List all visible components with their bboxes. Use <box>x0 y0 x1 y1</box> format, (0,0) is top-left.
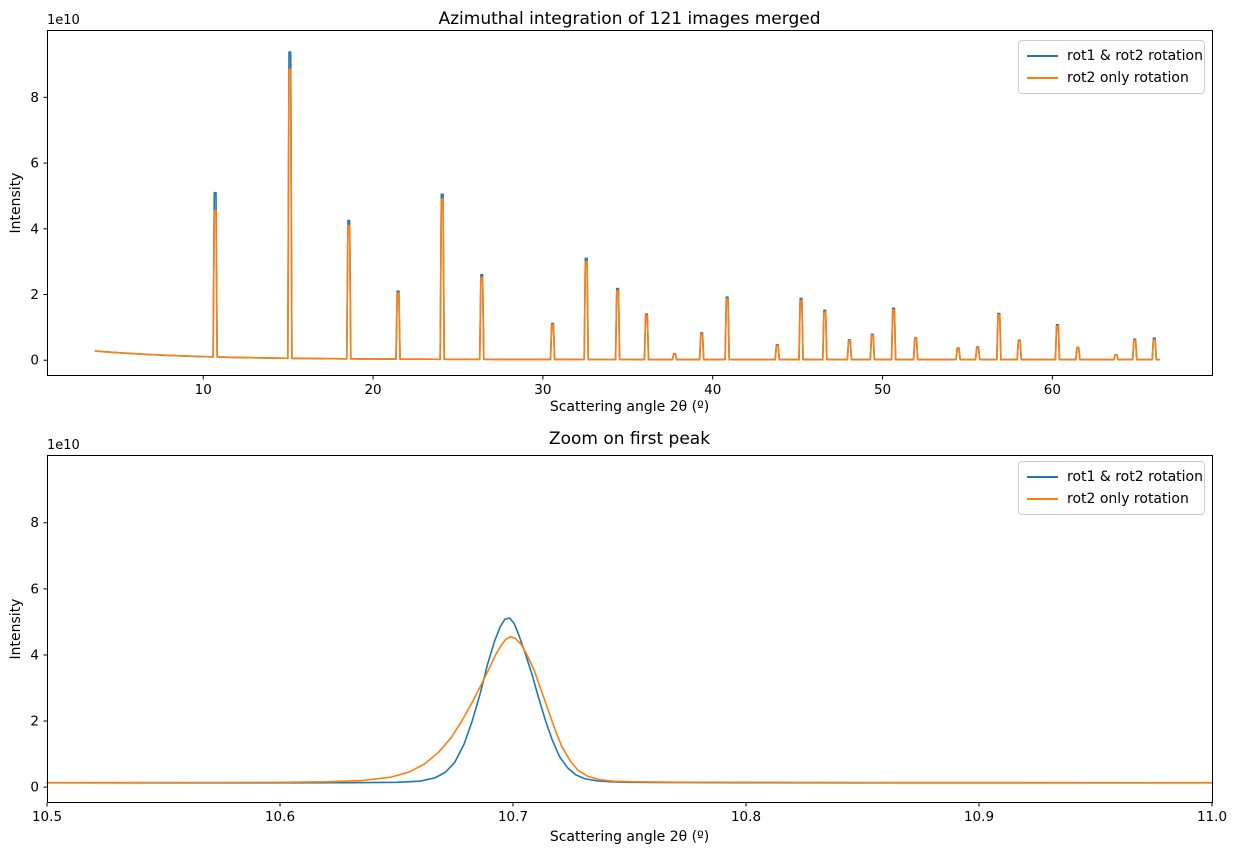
bottom-x-tick-label: 10.9 <box>964 809 994 825</box>
legend-label: rot1 & rot2 rotation <box>1067 48 1203 64</box>
legend-line-sample-orange <box>1027 77 1058 79</box>
top-legend: rot1 & rot2 rotation rot2 only rotation <box>1018 40 1205 94</box>
bottom-y-tick-label: 8 <box>30 515 39 531</box>
top-x-tick-label: 20 <box>364 382 381 398</box>
bottom-x-tick-label: 10.7 <box>498 809 528 825</box>
top-y-offset-text: 1e10 <box>47 13 80 28</box>
bottom-y-tick-label: 6 <box>30 581 39 597</box>
top-series-rot2-only-rotation <box>94 68 1161 361</box>
bottom-chart-title: Zoom on first peak <box>548 429 711 449</box>
top-y-tick-label: 0 <box>30 353 39 369</box>
legend-entry: rot1 & rot2 rotation <box>1027 466 1203 488</box>
bottom-x-tick-label: 10.8 <box>731 809 761 825</box>
top-x-axis-label: Scattering angle 2θ (º) <box>549 399 710 415</box>
top-axes-spines <box>47 30 1213 376</box>
top-series-rot1-rot2-rotation <box>94 51 1161 361</box>
legend-label: rot2 only rotation <box>1067 491 1189 507</box>
top-x-tick-label: 40 <box>704 382 721 398</box>
top-y-tick-label: 6 <box>30 156 39 172</box>
bottom-x-tick-label: 11.0 <box>1197 809 1227 825</box>
legend-entry: rot1 & rot2 rotation <box>1027 45 1203 67</box>
top-x-tick-label: 10 <box>195 382 212 398</box>
bottom-x-tick-label: 10.6 <box>265 809 295 825</box>
top-y-axis-label: Intensity <box>8 172 24 234</box>
bottom-x-tick-label: 10.5 <box>32 809 62 825</box>
legend-entry: rot2 only rotation <box>1027 488 1196 510</box>
legend-line-sample-orange <box>1027 498 1058 500</box>
top-x-tick-label: 50 <box>874 382 891 398</box>
bottom-x-axis-label: Scattering angle 2θ (º) <box>549 829 710 845</box>
top-x-tick-label: 30 <box>534 382 551 398</box>
bottom-y-offset-text: 1e10 <box>47 438 80 453</box>
bottom-y-tick-label: 2 <box>30 714 39 730</box>
top-y-tick-label: 2 <box>30 287 39 303</box>
legend-label: rot2 only rotation <box>1067 70 1189 86</box>
bottom-y-axis-label: Intensity <box>8 598 24 660</box>
legend-entry: rot2 only rotation <box>1027 67 1196 89</box>
bottom-y-tick-label: 0 <box>30 780 39 796</box>
top-chart-title: Azimuthal integration of 121 images merg… <box>438 9 821 29</box>
legend-line-sample-blue <box>1027 55 1058 57</box>
top-y-tick-label: 4 <box>30 221 39 237</box>
bottom-legend: rot1 & rot2 rotation rot2 only rotation <box>1018 461 1205 515</box>
bottom-y-tick-label: 4 <box>30 647 39 663</box>
top-x-tick-label: 60 <box>1044 382 1061 398</box>
legend-label: rot1 & rot2 rotation <box>1067 469 1203 485</box>
bottom-axes-spines <box>47 455 1213 803</box>
top-y-tick-label: 8 <box>30 90 39 106</box>
legend-line-sample-blue <box>1027 476 1058 478</box>
bottom-series-rot1-rot2-rotation <box>46 617 1213 784</box>
bottom-series-rot2-only-rotation <box>46 635 1213 784</box>
